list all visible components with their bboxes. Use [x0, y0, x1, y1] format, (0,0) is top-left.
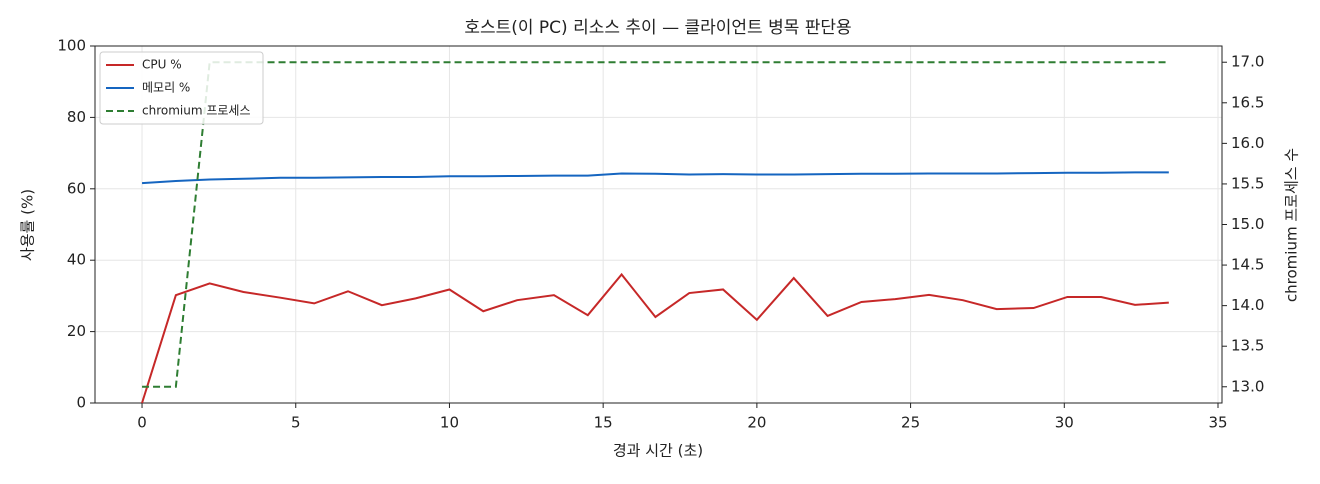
x-tick-label: 30 [1055, 414, 1074, 432]
y-tick-label: 20 [67, 322, 86, 340]
x-tick-label: 20 [747, 414, 766, 432]
x-tick-label: 0 [137, 414, 147, 432]
chart-title: 호스트(이 PC) 리소스 추이 — 클라이언트 병목 판단용 [464, 18, 851, 38]
legend-label: chromium 프로세스 [142, 104, 251, 118]
x-tick-label: 35 [1208, 414, 1227, 432]
x-tick-label: 5 [291, 414, 301, 432]
y2-tick-label: 16.0 [1231, 134, 1264, 152]
y2-axis-label: chromium 프로세스 수 [1283, 148, 1301, 302]
legend-label: 메모리 % [142, 81, 190, 95]
y-tick-label: 40 [67, 251, 86, 269]
y2-tick-label: 16.5 [1231, 93, 1264, 111]
x-axis-label: 경과 시간 (초) [613, 442, 703, 460]
y-tick-label: 60 [67, 179, 86, 197]
y2-tick-label: 13.0 [1231, 377, 1264, 395]
series-line [141, 171, 1169, 185]
legend-box [99, 51, 264, 125]
y2-tick-label: 14.0 [1231, 296, 1264, 314]
y2-tick-label: 13.5 [1231, 337, 1264, 355]
x-tick-label: 10 [440, 414, 459, 432]
y2-tick-label: 15.0 [1231, 215, 1264, 233]
plot-frame [94, 45, 1223, 404]
y2-tick-label: 15.5 [1231, 174, 1264, 192]
legend-label: CPU % [142, 58, 182, 72]
y-tick-label: 100 [57, 37, 86, 55]
y-tick-label: 80 [67, 108, 86, 126]
series-line [142, 61, 1169, 388]
legend: CPU % 메모리 % chromium 프로세스 [99, 51, 264, 125]
x-tick-label: 25 [901, 414, 920, 432]
y2-tick-label: 17.0 [1231, 53, 1264, 71]
x-tick-label: 15 [594, 414, 613, 432]
y-axis-label: 사용률 (%) [19, 189, 37, 261]
y2-tick-label: 14.5 [1231, 256, 1264, 274]
series-line [141, 272, 1169, 404]
y-tick-label: 0 [76, 394, 86, 412]
